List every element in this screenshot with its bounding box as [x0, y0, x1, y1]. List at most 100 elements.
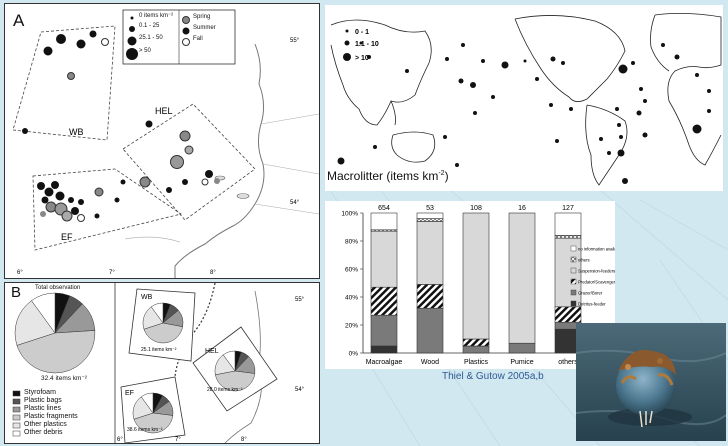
bar-segment [370, 345, 398, 354]
lon-label: 8° [241, 437, 247, 443]
world-dot [617, 123, 621, 127]
coastline [174, 43, 265, 278]
world-dot [707, 109, 711, 113]
legend-size: 25.1 - 50 [139, 35, 163, 41]
legend-dot [344, 40, 350, 46]
survey-dot [51, 181, 59, 189]
survey-dot [166, 187, 172, 193]
bar-segment [370, 314, 398, 347]
survey-dot [22, 128, 28, 134]
survey-dot [114, 197, 120, 203]
legend-dot [345, 29, 349, 33]
world-dot [461, 43, 465, 47]
world-dot [695, 73, 699, 77]
lat-label: 54° [295, 387, 305, 393]
total-pie [14, 292, 96, 374]
bar-segment [462, 338, 490, 347]
bar-segment [462, 212, 490, 340]
survey-dot [55, 191, 65, 201]
survey-dot [139, 176, 151, 188]
pie-hel [214, 350, 256, 392]
lon-label: 6° [117, 437, 123, 443]
world-dot [549, 103, 553, 107]
region-label-hel: HEL [155, 106, 173, 116]
survey-dot [89, 30, 97, 38]
region-wb [12, 25, 116, 141]
region-hel [122, 103, 256, 221]
bar-segment [416, 212, 444, 219]
category-label: Wood [421, 359, 439, 366]
world-dot [661, 43, 665, 47]
survey-dot [182, 179, 188, 185]
bar-segment [508, 212, 536, 344]
pie-slice [31, 292, 56, 334]
world-dot [631, 61, 635, 65]
bar-segment [554, 212, 582, 236]
pie-slice [143, 322, 183, 344]
bar-segment [416, 284, 444, 309]
panel-label-b: B [11, 284, 22, 301]
legend-swatch [570, 267, 577, 274]
legend-swatch [570, 278, 577, 285]
survey-dot [214, 178, 220, 184]
legend-swatch [570, 245, 577, 252]
world-dot [443, 135, 447, 139]
y-tick-label: 60% [345, 267, 358, 274]
world-dot [569, 107, 573, 111]
legend-label: others [578, 258, 590, 263]
pie-total: 32.4 items km⁻² [41, 375, 88, 382]
pie-title: Total observation [35, 285, 81, 291]
north-sea-map-a: WB HEL EF 55° 54° 6° 7° 8° [12, 9, 319, 278]
legend-label: no information available [578, 247, 615, 252]
survey-dot [40, 211, 46, 217]
category-label: Pumice [510, 359, 533, 366]
lon-label: 7° [175, 437, 181, 443]
bar-segment [370, 230, 398, 288]
survey-dot [61, 210, 73, 222]
survey-dot [201, 178, 209, 186]
bar-segment [416, 307, 444, 354]
world-dot [367, 55, 371, 59]
legend-label: Suspension-feeders [578, 269, 615, 274]
region-label-ef: EF [125, 390, 134, 397]
region-value-wb: 25.1 items km⁻² [141, 347, 177, 353]
world-dot [636, 110, 642, 116]
world-dot [617, 149, 625, 157]
world-dot [561, 61, 565, 65]
survey-dot [71, 207, 79, 215]
world-dot [607, 151, 611, 155]
survey-dot [94, 213, 100, 219]
world-dot [445, 57, 449, 61]
legend-season: Summer [193, 25, 216, 31]
legend-size-title: 0 items km⁻² [139, 13, 174, 19]
bar-segment [554, 306, 582, 323]
pie-ef [132, 392, 174, 434]
bar-segment [554, 237, 582, 308]
world-dot [455, 163, 459, 167]
survey-dot [179, 130, 191, 142]
macrolitter-caption: Macrolitter (items km-2) [327, 169, 449, 183]
world-dot [555, 139, 559, 143]
survey-dot [43, 46, 53, 56]
region-label-wb: WB [141, 294, 153, 301]
category-label: Macroalgae [366, 359, 403, 366]
survey-dot [56, 34, 66, 44]
photo-buoy-with-organisms [575, 323, 727, 441]
world-dot [535, 77, 539, 81]
legend-size: 0.1 - 25 [139, 23, 160, 29]
world-dot [642, 132, 648, 138]
world-map-panel: 0 - 1 1.1 - 10 > 10 Macrolitter (items k… [325, 5, 723, 191]
world-dot [618, 64, 628, 74]
world-legend-label: 0 - 1 [355, 29, 369, 36]
floating-debris-photo [575, 323, 727, 441]
world-dot [550, 56, 556, 62]
pie-slice [150, 302, 164, 324]
bar-segment [370, 286, 398, 316]
world-dot [523, 59, 527, 63]
composition-map-b: WB 25.1 items km⁻² HEL 28.0 items km⁻² E… [12, 283, 305, 443]
world-dot [491, 95, 495, 99]
region-value-ef: 38.6 items km⁻² [127, 427, 163, 433]
region-label-wb: WB [69, 127, 84, 137]
legend-label: Grazer/Borer [578, 291, 603, 296]
survey-dot [170, 155, 184, 169]
